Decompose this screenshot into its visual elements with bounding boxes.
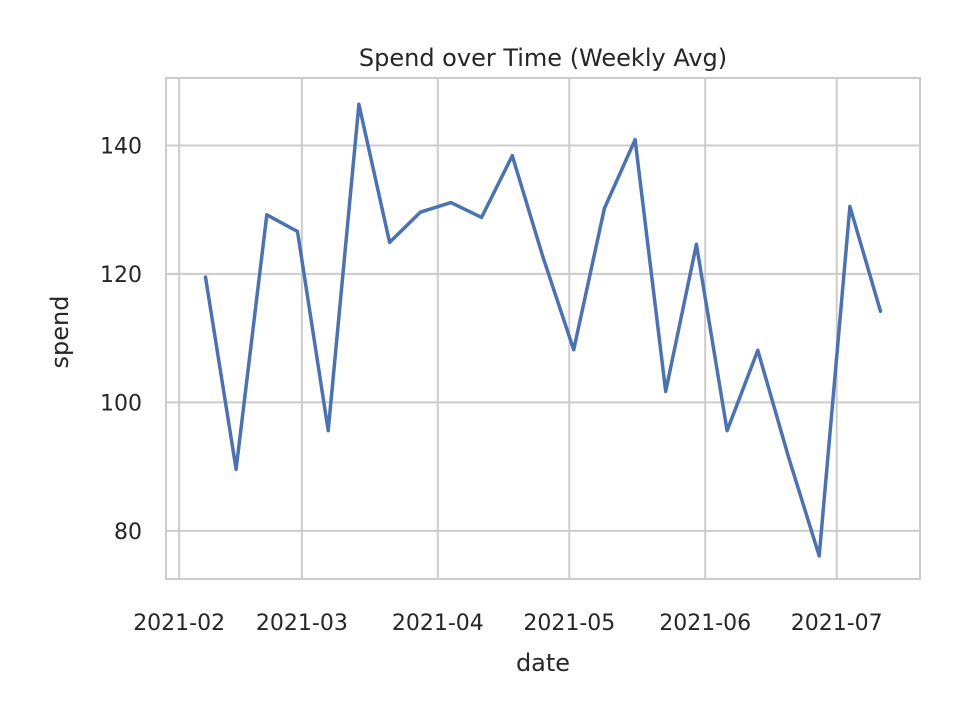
- data-point: [694, 242, 699, 246]
- data-point: [664, 389, 668, 393]
- data-point: [265, 213, 269, 217]
- data-point: [848, 204, 852, 209]
- x-tick-label: 2021-04: [392, 611, 484, 636]
- data-point: [203, 275, 208, 279]
- x-tick-label: 2021-02: [133, 611, 225, 636]
- data-point: [725, 429, 729, 433]
- data-point: [633, 138, 637, 142]
- x-tick-label: 2021-07: [791, 611, 883, 636]
- chart-title: Spend over Time (Weekly Avg): [359, 44, 727, 72]
- series-group: [203, 102, 883, 558]
- x-tick-label: 2021-06: [659, 611, 751, 636]
- data-point: [878, 309, 883, 313]
- x-tick-label: 2021-05: [523, 611, 615, 636]
- x-axis-ticks: 2021-02 2021-03 2021-04 2021-05 2021-06 2021-…: [133, 611, 882, 636]
- y-axis-label: spend: [46, 296, 74, 369]
- plot-area-frame: [165, 77, 921, 580]
- data-point: [295, 229, 300, 234]
- data-point: [541, 255, 545, 259]
- data-point: [602, 206, 607, 210]
- data-point: [817, 554, 821, 558]
- data-point: [388, 240, 392, 244]
- data-point: [786, 455, 791, 459]
- data-point: [234, 467, 238, 471]
- grid: [166, 78, 920, 579]
- data-point: [572, 348, 576, 352]
- data-point: [480, 215, 484, 219]
- data-point: [326, 429, 330, 433]
- x-axis-label: date: [516, 649, 570, 677]
- x-tick-label: 2021-03: [256, 611, 348, 636]
- data-point: [510, 154, 514, 158]
- data-point: [449, 201, 453, 205]
- data-point: [756, 348, 760, 352]
- y-tick-label: 100: [100, 391, 142, 416]
- y-tick-label: 120: [100, 263, 142, 288]
- series-line: [203, 102, 883, 558]
- y-tick-label: 80: [114, 520, 142, 545]
- y-tick-label: 140: [100, 134, 142, 159]
- data-point: [357, 102, 361, 106]
- y-axis-ticks: 80 100 120 140: [100, 134, 142, 544]
- data-point: [418, 210, 422, 214]
